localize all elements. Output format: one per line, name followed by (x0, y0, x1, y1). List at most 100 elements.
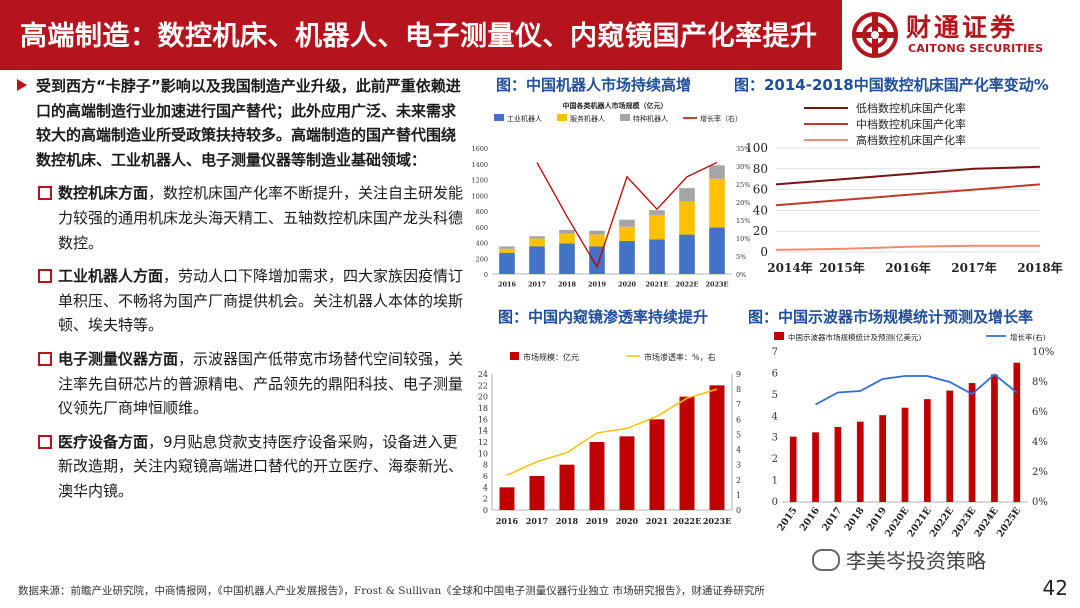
item-body: ，劳动人口下降增加需求，四大家族因疫情订单积压、不畅将为国产厂商提供机会。关注机… (58, 267, 464, 335)
header-bar: 高端制造：数控机床、机器人、电子测量仪、内窥镜国产化率提升 财通证券 CAITO… (0, 0, 1080, 70)
x-tick-label: 2016年 (885, 260, 930, 275)
y-tick-label: 14 (478, 427, 488, 436)
series-line (506, 388, 718, 476)
x-tick-label: 2014年 (767, 260, 812, 275)
watermark-text: 李美岑投资策略 (846, 549, 986, 573)
bar (679, 396, 695, 510)
intro-text: 受到西方“卡脖子”影响以及我国制造产业升级，此前严重依赖进口的高端制造行业加速进… (36, 77, 461, 169)
robot-market-chart: 0 200 400 600 800 1000 1200 1400 1600 0% 5% 10% 15% 2… (471, 101, 750, 289)
y-tick-label: 1 (772, 476, 778, 487)
y2-tick-label: 30% (736, 163, 750, 171)
oscilloscope-chart: 012345670%2%4%6%8%10%2015201620172018201… (772, 332, 1054, 539)
bar (529, 476, 545, 510)
legend-swatch (510, 352, 519, 360)
y2-tick-label: 35% (736, 145, 750, 153)
bar (589, 442, 605, 510)
x-tick-label: 2017 (820, 505, 844, 533)
y2-tick-label: 4% (1032, 437, 1048, 448)
y-tick-label: 10 (478, 449, 488, 458)
bar (559, 233, 575, 244)
source-note: 数据来源：前瞻产业研究院，中商情报网，《中国机器人产业发展报告》，Frost &… (18, 585, 765, 597)
bar (856, 421, 864, 502)
caitong-logo-icon (852, 12, 898, 58)
legend-label: 增长率(右) (1010, 332, 1046, 342)
square-bullet-icon (38, 351, 52, 366)
y-tick-label: 20 (753, 224, 768, 238)
text-column: 受到西方“卡脖子”影响以及我国制造产业升级，此前严重依赖进口的高端制造行业加速进… (16, 74, 468, 504)
list-item: 数控机床方面，数控机床国产化率不断提升，关注自主研发能力较强的通用机床龙头海天精… (16, 181, 468, 255)
x-tick-label: 2018 (558, 281, 577, 289)
legend-swatch (774, 332, 784, 340)
page-title: 高端制造：数控机床、机器人、电子测量仪、内窥镜国产化率提升 (20, 21, 818, 52)
y-tick-label: 4 (772, 411, 778, 422)
x-tick-label: 2025E (995, 505, 1023, 539)
y-tick-label: 8 (483, 461, 488, 470)
y2-tick-label: 10% (736, 235, 750, 243)
x-tick-label: 2022E (675, 281, 698, 289)
chart-subtitle: 中国各类机器人市场规模（亿元） (563, 101, 668, 110)
item-heading: 数控机床方面 (58, 184, 149, 203)
y-tick-label: 1000 (471, 192, 488, 200)
item-body: ，9月贴息贷款支持医疗设备采购，设备进入更新改造期，关注内窥镜高端进口替代的开立… (58, 432, 464, 500)
y-tick-label: 12 (478, 438, 488, 447)
logo-text-en: CAITONG SECURITIES (908, 42, 1044, 55)
bar (901, 407, 909, 502)
y2-tick-label: 10% (1032, 347, 1054, 358)
square-bullet-icon (38, 269, 52, 284)
bar (834, 427, 842, 502)
series-line (775, 183, 1041, 207)
bar (968, 383, 976, 502)
bar (619, 226, 635, 241)
y2-tick-label: 15% (736, 217, 750, 225)
x-tick-label: 2018 (843, 505, 867, 533)
x-tick-label: 2021E (645, 281, 668, 289)
legend-label: 工业机器人 (507, 114, 542, 123)
x-tick-label: 2023E (705, 281, 728, 289)
y-tick-label: 200 (476, 255, 488, 263)
bar (1013, 362, 1021, 502)
bar (619, 436, 635, 510)
x-tick-label: 2021 (646, 516, 668, 526)
bar (529, 238, 545, 247)
list-item: 工业机器人方面，劳动人口下降增加需求，四大家族因疫情订单积压、不畅将为国产厂商提… (16, 264, 468, 338)
item-body: ，示波器国产低带宽市场替代空间较强，关注率先自研芯片的普源精电、产品领先的鼎阳科… (58, 349, 464, 418)
x-tick-label: 2018 (556, 516, 579, 526)
page-number: 42 (1042, 576, 1068, 600)
item-heading: 医疗设备方面 (58, 432, 149, 451)
intro-paragraph: 受到西方“卡脖子”影响以及我国制造产业升级，此前严重依赖进口的高端制造行业加速进… (16, 74, 468, 172)
y-tick-label: 18 (478, 404, 488, 413)
logo: 财通证券 CAITONG SECURITIES (842, 0, 1080, 70)
x-tick-label: 2017年 (951, 260, 996, 275)
diamond-bullet-icon (17, 79, 27, 91)
item-heading: 工业机器人方面 (58, 267, 164, 286)
y2-tick-label: 1 (736, 491, 741, 500)
bar (499, 252, 515, 274)
x-tick-label: 2016 (496, 516, 519, 526)
bar (679, 188, 695, 202)
list-item: 医疗设备方面，9月贴息贷款支持医疗设备采购，设备进入更新改造期，关注内窥镜高端进… (16, 430, 468, 504)
y2-tick-label: 0% (736, 271, 746, 279)
bar (619, 240, 635, 274)
legend-label: 特种机器人 (633, 114, 668, 123)
square-bullet-icon (38, 186, 52, 201)
x-tick-label: 2022E (673, 516, 701, 526)
y-tick-label: 2 (483, 495, 488, 504)
bar (559, 243, 575, 274)
x-tick-label: 2020 (616, 516, 639, 526)
legend-label: 低档数控机床国产化率 (856, 101, 966, 115)
y2-tick-label: 4 (736, 446, 741, 455)
bar (589, 230, 605, 235)
cnc-chart-title: 图：2014-2018中国数控机床国产化率变动% (734, 76, 1049, 94)
legend-swatch (557, 114, 567, 121)
bar (679, 201, 695, 235)
oscilloscope-chart-title: 图：中国示波器市场规模统计预测及增长率 (748, 308, 1034, 326)
y-tick-label: 600 (476, 224, 488, 232)
y-tick-label: 22 (478, 381, 488, 390)
item-heading: 电子测量仪器方面 (58, 349, 179, 368)
x-tick-label: 2017 (528, 281, 546, 289)
bar (924, 399, 931, 502)
y2-tick-label: 5% (736, 253, 746, 261)
y2-tick-label: 2 (736, 476, 741, 485)
bar (529, 246, 545, 274)
bar (946, 390, 954, 502)
